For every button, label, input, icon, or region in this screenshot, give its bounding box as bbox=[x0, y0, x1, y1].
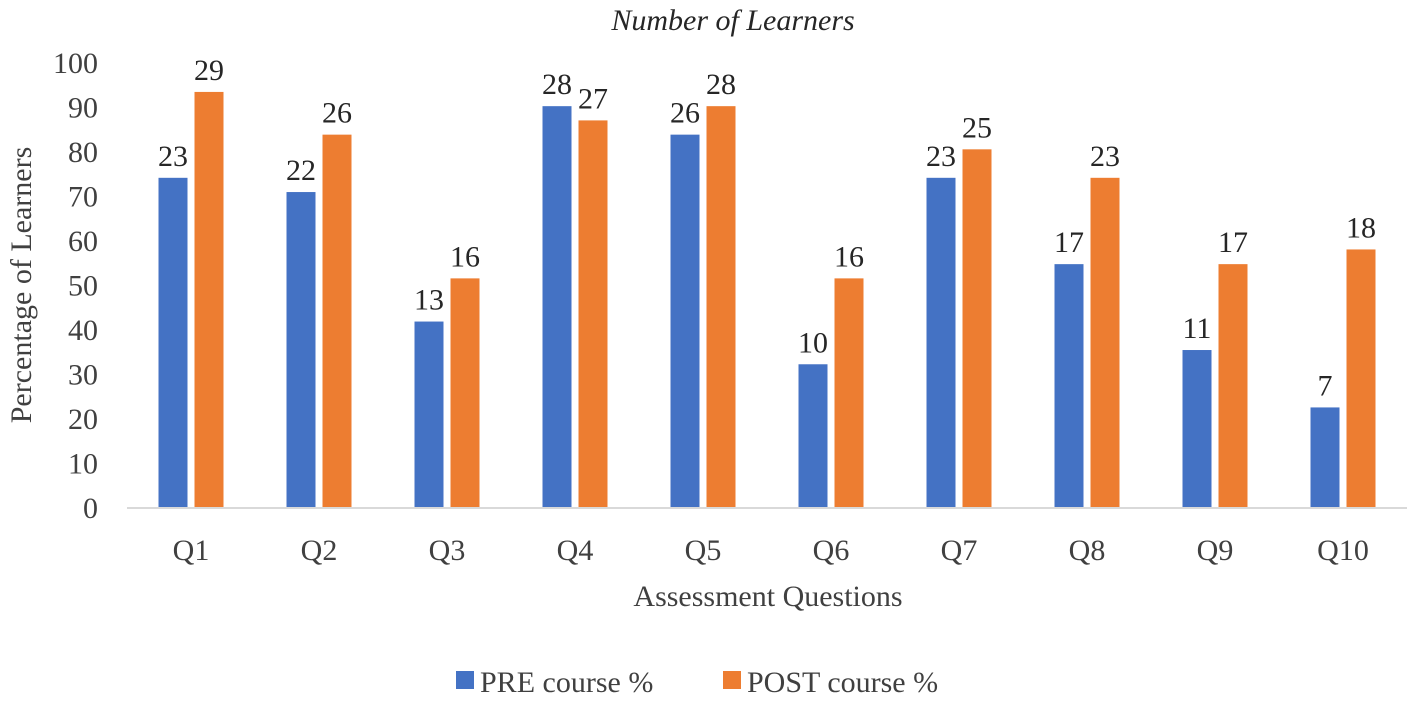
data-label-post-q5: 28 bbox=[706, 68, 736, 101]
legend-label-pre: PRE course % bbox=[480, 666, 653, 699]
y-tick-label: 20 bbox=[68, 403, 98, 436]
y-tick-label: 90 bbox=[68, 92, 98, 125]
bar-post-q8 bbox=[1090, 177, 1120, 508]
y-tick-label: 40 bbox=[68, 314, 98, 347]
x-tick-label: Q7 bbox=[941, 534, 978, 567]
bar-post-q2 bbox=[322, 134, 352, 508]
y-tick-label: 30 bbox=[68, 359, 98, 392]
data-label-post-q1: 29 bbox=[194, 54, 224, 87]
bar-pre-q6 bbox=[798, 364, 828, 508]
x-tick-label: Q1 bbox=[173, 534, 210, 567]
bar-pre-q4 bbox=[542, 106, 572, 508]
x-tick-label: Q5 bbox=[685, 534, 722, 567]
x-tick-label: Q8 bbox=[1069, 534, 1106, 567]
data-label-post-q3: 16 bbox=[450, 240, 480, 273]
data-label-post-q9: 17 bbox=[1218, 226, 1248, 259]
chart-title: Number of Learners bbox=[610, 4, 854, 37]
data-label-post-q6: 16 bbox=[834, 240, 864, 273]
data-label-post-q2: 26 bbox=[322, 97, 352, 130]
data-label-pre-q9: 11 bbox=[1183, 312, 1212, 345]
legend-swatch-pre bbox=[456, 671, 474, 689]
data-label-pre-q3: 13 bbox=[414, 284, 444, 317]
data-label-post-q7: 25 bbox=[962, 111, 992, 144]
legend: PRE course % POST course % bbox=[456, 666, 938, 699]
y-tick-label: 10 bbox=[68, 448, 98, 481]
data-label-pre-q8: 17 bbox=[1054, 226, 1084, 259]
data-label-post-q4: 27 bbox=[578, 82, 608, 115]
bar-pre-q9 bbox=[1182, 350, 1212, 508]
bar-post-q6 bbox=[834, 278, 864, 508]
y-tick-label: 70 bbox=[68, 181, 98, 214]
legend-label-post: POST course % bbox=[747, 666, 938, 699]
bar-pre-q3 bbox=[414, 321, 444, 508]
x-axis-label: Assessment Questions bbox=[633, 580, 902, 613]
x-tick-label: Q3 bbox=[429, 534, 466, 567]
bars bbox=[158, 91, 1376, 509]
bar-pre-q10 bbox=[1310, 407, 1340, 508]
bar-post-q1 bbox=[194, 91, 224, 509]
y-tick-label: 50 bbox=[68, 270, 98, 303]
bar-pre-q2 bbox=[286, 192, 316, 509]
data-label-pre-q7: 23 bbox=[926, 140, 956, 173]
data-label-pre-q1: 23 bbox=[158, 140, 188, 173]
data-label-post-q10: 18 bbox=[1346, 211, 1376, 244]
bar-pre-q7 bbox=[926, 177, 956, 508]
x-tick-label: Q6 bbox=[813, 534, 850, 567]
bar-post-q5 bbox=[706, 106, 736, 508]
x-tick-label: Q4 bbox=[557, 534, 594, 567]
x-axis-ticks: Q1 Q2 Q3 Q4 Q5 Q6 Q7 Q8 Q9 Q10 bbox=[173, 534, 1369, 567]
y-tick-label: 100 bbox=[53, 47, 98, 80]
x-tick-label: Q2 bbox=[301, 534, 338, 567]
x-tick-label: Q10 bbox=[1317, 534, 1369, 567]
y-tick-label: 0 bbox=[83, 492, 98, 525]
data-label-pre-q4: 28 bbox=[542, 68, 572, 101]
data-label-post-q8: 23 bbox=[1090, 140, 1120, 173]
y-tick-label: 60 bbox=[68, 225, 98, 258]
bar-post-q4 bbox=[578, 120, 608, 508]
data-label-pre-q10: 7 bbox=[1318, 369, 1333, 402]
bar-pre-q8 bbox=[1054, 264, 1084, 508]
x-tick-label: Q9 bbox=[1197, 534, 1234, 567]
bar-post-q7 bbox=[962, 149, 992, 508]
data-label-pre-q6: 10 bbox=[798, 326, 828, 359]
bar-post-q10 bbox=[1346, 249, 1376, 508]
y-axis-ticks: 0 10 20 30 40 50 60 70 80 90 100 bbox=[53, 47, 98, 525]
data-label-pre-q5: 26 bbox=[670, 97, 700, 130]
bar-pre-q1 bbox=[158, 177, 188, 508]
data-label-pre-q2: 22 bbox=[286, 154, 316, 187]
bar-pre-q5 bbox=[670, 134, 700, 508]
legend-swatch-post bbox=[723, 671, 741, 689]
y-tick-label: 80 bbox=[68, 136, 98, 169]
bar-post-q3 bbox=[450, 278, 480, 508]
bar-post-q9 bbox=[1218, 264, 1248, 508]
y-axis-label: Percentage of Learners bbox=[5, 147, 38, 424]
